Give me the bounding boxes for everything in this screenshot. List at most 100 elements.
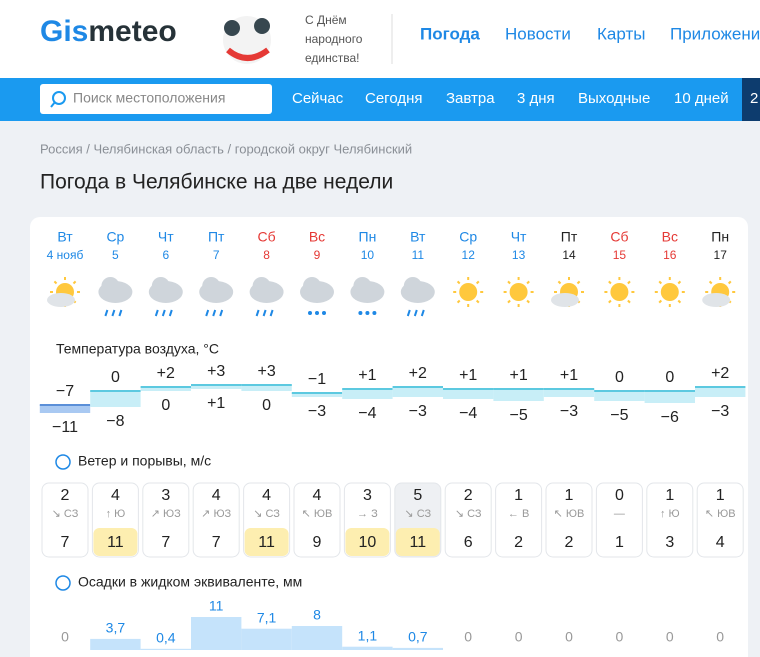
tab[interactable]: 3 дня xyxy=(517,90,555,107)
breadcrumb[interactable]: Россия / Челябинская область / городской… xyxy=(40,141,412,156)
icon-precip xyxy=(104,309,109,317)
icon-precip xyxy=(372,311,377,315)
weekday: Ср xyxy=(459,229,477,245)
precip-bar xyxy=(191,617,242,650)
temp-min: −4 xyxy=(358,405,376,422)
icon-precip xyxy=(358,311,363,315)
nav-link[interactable]: Карты xyxy=(597,24,645,43)
temp-min: 0 xyxy=(262,397,271,414)
temp-min: −6 xyxy=(661,409,679,426)
icon-ray xyxy=(526,299,530,304)
icon-precip xyxy=(308,311,312,315)
temp-max: 0 xyxy=(665,369,674,386)
nav: Погода Новости Карты Приложени xyxy=(391,14,760,64)
date: 8 xyxy=(263,248,270,262)
icon-ray xyxy=(507,299,511,304)
icon-ray xyxy=(507,280,511,285)
precip-bar xyxy=(392,647,443,650)
date: 10 xyxy=(361,248,375,262)
wind-speed: 0 xyxy=(615,487,624,504)
temp-band xyxy=(543,389,595,397)
temp-max: 0 xyxy=(111,369,120,386)
temp-band xyxy=(644,391,695,403)
icon-ray xyxy=(727,280,732,285)
icon-precip xyxy=(315,311,319,315)
nav-link[interactable]: Новости xyxy=(505,24,571,43)
icon-precip xyxy=(111,309,116,317)
info-icon[interactable] xyxy=(55,575,71,591)
precip-label: 8 xyxy=(313,607,321,623)
wind-gust: 11 xyxy=(258,534,275,551)
wind-cell xyxy=(595,482,643,558)
wind-cell xyxy=(444,482,492,558)
gust-highlight xyxy=(345,528,390,556)
logo[interactable]: Gismeteo xyxy=(40,15,177,48)
temp-min: +1 xyxy=(207,395,225,412)
tab[interactable]: 10 дней xyxy=(674,90,729,107)
icon-precip xyxy=(269,309,274,317)
date: 11 xyxy=(412,248,425,262)
wind-gust: 11 xyxy=(409,534,426,551)
tab[interactable]: Сегодня xyxy=(365,90,423,107)
icon-precip xyxy=(420,309,425,317)
tab[interactable]: Завтра xyxy=(446,90,495,107)
tab[interactable]: 2 xyxy=(750,90,758,107)
icon-cloud xyxy=(551,293,579,307)
wind-speed: 2 xyxy=(464,487,473,504)
promo-line[interactable]: народного xyxy=(305,32,363,46)
date: 17 xyxy=(714,248,728,262)
wind-cell xyxy=(142,482,190,558)
temp-band xyxy=(39,405,91,413)
precip-label: 0,4 xyxy=(156,630,176,646)
weekday: Пн xyxy=(711,229,729,245)
icon-precip xyxy=(365,311,370,315)
wind-gust: 6 xyxy=(464,534,473,551)
wind-gust: 7 xyxy=(161,534,170,551)
wind-direction: ↘ СЗ xyxy=(52,508,79,520)
date: 12 xyxy=(462,248,476,262)
gust-highlight xyxy=(244,528,289,556)
precip-label: 0 xyxy=(464,629,472,645)
icon-precip xyxy=(161,309,166,317)
temp-min: −4 xyxy=(459,405,477,422)
precip-label: 3,7 xyxy=(106,620,126,636)
temp-band xyxy=(90,391,141,407)
info-icon[interactable] xyxy=(55,454,71,470)
wind-speed: 1 xyxy=(565,487,574,504)
search-input[interactable] xyxy=(40,84,272,114)
wind-gust: 2 xyxy=(514,534,523,551)
wind-direction: ↘ СЗ xyxy=(404,508,431,520)
promo[interactable]: С Днём народного единства! xyxy=(305,13,363,65)
wind-cell xyxy=(41,482,89,558)
weekday: Чт xyxy=(158,229,174,245)
precip-label: 7,1 xyxy=(257,609,277,625)
nav-link[interactable]: Приложени xyxy=(670,24,760,43)
tab[interactable]: Сейчас xyxy=(292,90,344,107)
weekday: Вт xyxy=(57,229,73,245)
weekday: Вс xyxy=(662,229,678,245)
wind-direction: ↑ Ю xyxy=(106,508,126,520)
icon-ray xyxy=(608,299,612,304)
date: 14 xyxy=(562,248,576,262)
date: 4 нояб xyxy=(47,248,84,262)
icon-ray xyxy=(658,280,663,285)
wind-cell xyxy=(192,482,240,558)
temp-min: −5 xyxy=(509,407,527,424)
temp-min: −3 xyxy=(308,403,326,420)
temp-min: −3 xyxy=(560,403,578,420)
icon-cloud xyxy=(303,277,321,295)
temp-max: +1 xyxy=(459,367,477,384)
tab[interactable]: Выходные xyxy=(578,90,650,107)
date: 13 xyxy=(512,248,526,262)
date: 16 xyxy=(663,248,677,262)
wind-gust: 1 xyxy=(615,534,624,551)
wind-speed: 3 xyxy=(363,487,372,504)
promo-icon xyxy=(226,47,270,61)
nav-link[interactable]: Погода xyxy=(420,24,480,43)
wind-speed: 1 xyxy=(665,487,674,504)
wind-speed: 1 xyxy=(716,487,725,504)
search-icon xyxy=(52,91,66,105)
promo-line[interactable]: единства! xyxy=(305,51,360,65)
promo-line[interactable]: С Днём xyxy=(305,13,347,27)
